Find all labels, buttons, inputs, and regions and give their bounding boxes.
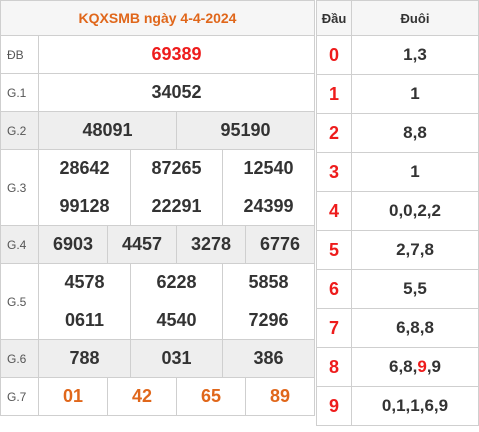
head-tail-row: 6 5,5: [316, 269, 479, 309]
label-g2: G.2: [0, 111, 39, 150]
prize-g5-2: 6228: [130, 263, 223, 302]
prize-g2-1: 48091: [38, 111, 177, 150]
prize-g3-1: 28642: [38, 149, 131, 188]
prize-g4-2: 4457: [107, 225, 177, 264]
prize-g2-2: 95190: [176, 111, 315, 150]
head-digit: 5: [316, 230, 352, 270]
head-digit: 2: [316, 113, 352, 153]
tail-digits-part: ,9: [426, 357, 441, 376]
head-digit: 7: [316, 308, 352, 348]
tail-digits: 0,1,1,6,9: [351, 386, 479, 426]
head-tail-row: 4 0,0,2,2: [316, 191, 479, 231]
label-g5: G.5: [0, 263, 39, 340]
prize-g7-3: 65: [176, 377, 246, 416]
head-column-header: Đầu: [316, 0, 352, 36]
head-tail-row: 7 6,8,8: [316, 308, 479, 348]
prize-g3-5: 22291: [130, 187, 223, 226]
head-digit: 6: [316, 269, 352, 309]
results-table: KQXSMB ngày 4-4-2024 ĐB 69389 G.1 34052 …: [0, 0, 315, 416]
tail-digits: 5,5: [351, 269, 479, 309]
special-prize: 69389: [38, 35, 315, 74]
prize-g6-3: 386: [222, 339, 315, 378]
head-digit: 4: [316, 191, 352, 231]
tail-digits: 8,8: [351, 113, 479, 153]
head-digit: 3: [316, 152, 352, 192]
prize-g4-1: 6903: [38, 225, 108, 264]
head-digit: 1: [316, 74, 352, 114]
head-tail-row: 3 1: [316, 152, 479, 192]
tail-digits: 6,8,8: [351, 308, 479, 348]
tail-digits: 1: [351, 152, 479, 192]
tail-column-header: Đuôi: [351, 0, 479, 36]
tail-digits: 0,0,2,2: [351, 191, 479, 231]
head-tail-row: 2 8,8: [316, 113, 479, 153]
tail-digits: 2,7,8: [351, 230, 479, 270]
prize-g3-6: 24399: [222, 187, 315, 226]
head-tail-row: 0 1,3: [316, 35, 479, 75]
label-g7: G.7: [0, 377, 39, 416]
label-g6: G.6: [0, 339, 39, 378]
tail-digits: 1,3: [351, 35, 479, 75]
head-digit: 8: [316, 347, 352, 387]
tail-digits: 6,8,9,9: [351, 347, 479, 387]
prize-g6-1: 788: [38, 339, 131, 378]
prize-g5-5: 4540: [130, 301, 223, 340]
label-g4: G.4: [0, 225, 39, 264]
head-tail-row: 9 0,1,1,6,9: [316, 386, 479, 426]
head-digit: 9: [316, 386, 352, 426]
prize-g7-4: 89: [245, 377, 315, 416]
prize-g3-2: 87265: [130, 149, 223, 188]
head-tail-row: 8 6,8,9,9: [316, 347, 479, 387]
prize-g3-4: 99128: [38, 187, 131, 226]
prize-g7-1: 01: [38, 377, 108, 416]
prize-g5-4: 0611: [38, 301, 131, 340]
prize-g4-3: 3278: [176, 225, 246, 264]
prize-g1: 34052: [38, 73, 315, 112]
results-title: KQXSMB ngày 4-4-2024: [0, 0, 315, 36]
head-tail-table: Đầu Đuôi 0 1,3 1 1 2 8,8 3 1 4 0,0,2,2 5…: [316, 0, 479, 426]
tail-digits-part: 6,8,: [388, 357, 418, 376]
prize-g6-2: 031: [130, 339, 223, 378]
prize-g5-3: 5858: [222, 263, 315, 302]
prize-g5-6: 7296: [222, 301, 315, 340]
label-g3: G.3: [0, 149, 39, 226]
prize-g5-1: 4578: [38, 263, 131, 302]
special-tail-digit: 9: [417, 357, 427, 376]
label-g1: G.1: [0, 73, 39, 112]
prize-g3-3: 12540: [222, 149, 315, 188]
tail-digits: 1: [351, 74, 479, 114]
prize-g4-4: 6776: [245, 225, 315, 264]
prize-g7-2: 42: [107, 377, 177, 416]
head-tail-row: 1 1: [316, 74, 479, 114]
head-digit: 0: [316, 35, 352, 75]
head-tail-row: 5 2,7,8: [316, 230, 479, 270]
label-db: ĐB: [0, 35, 39, 74]
